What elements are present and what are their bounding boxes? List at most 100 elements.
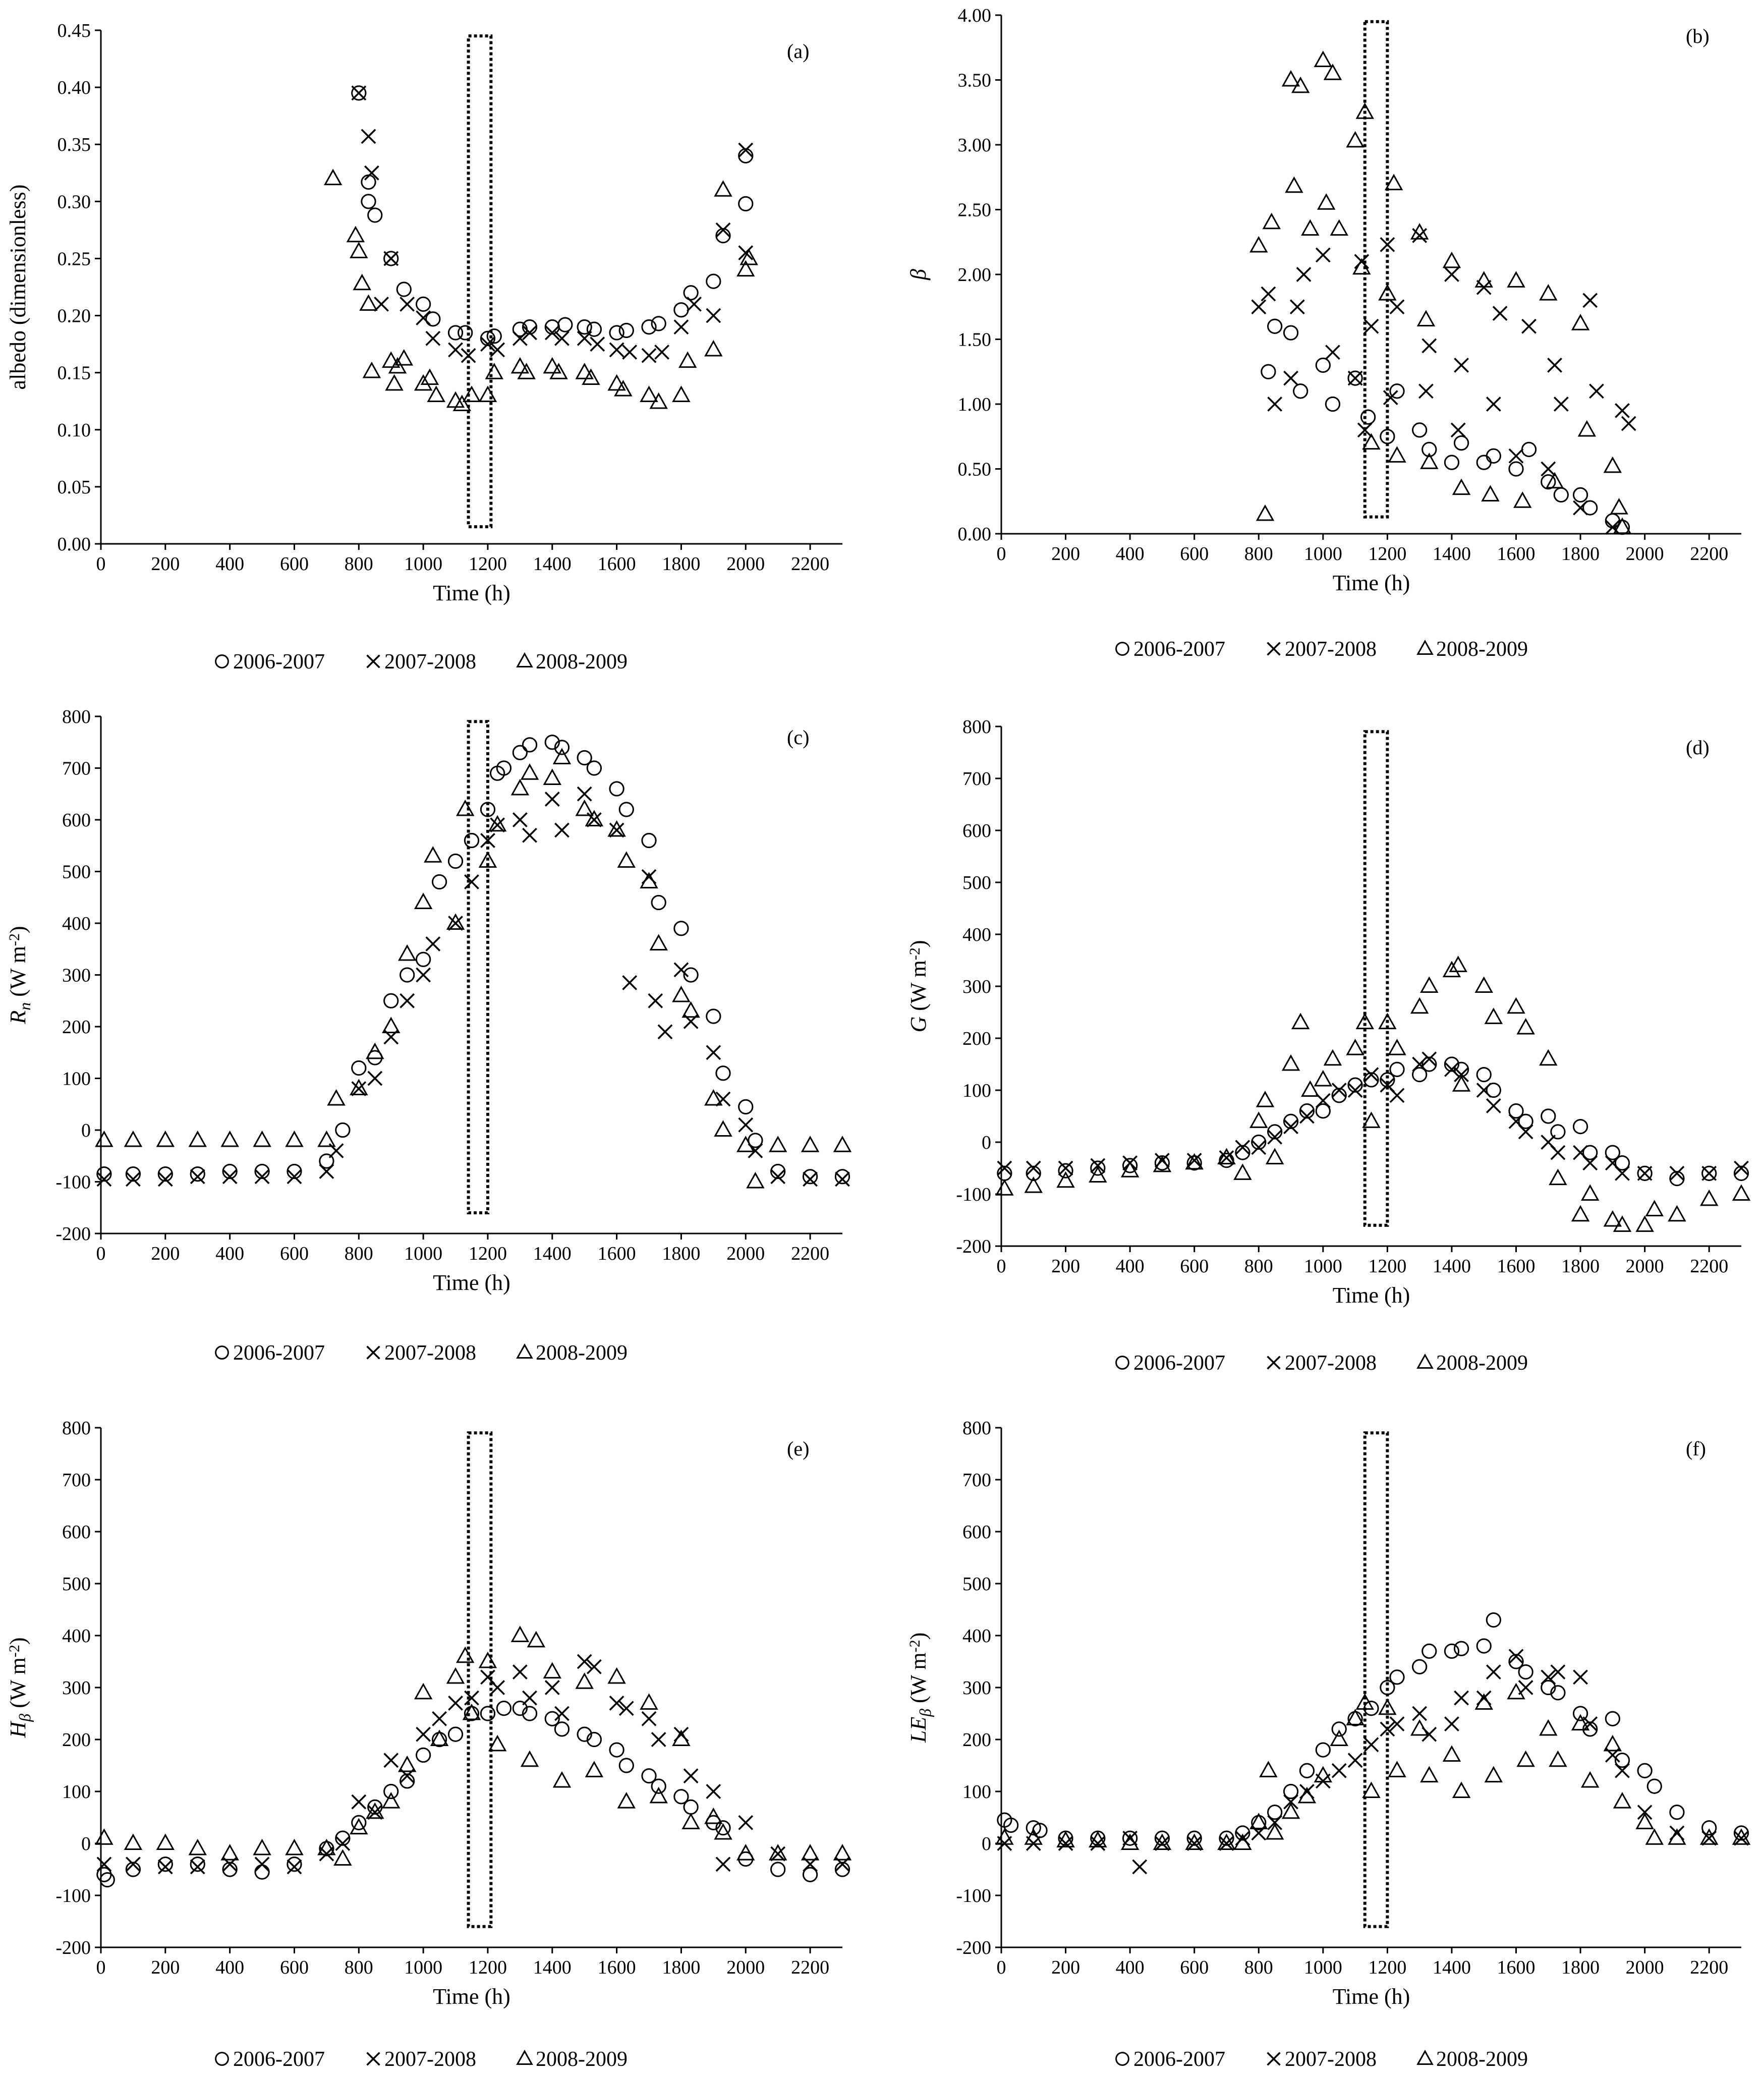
data-point (488, 1734, 507, 1752)
data-point (1299, 1763, 1315, 1778)
data-point (609, 325, 624, 341)
data-point (512, 745, 528, 760)
data-point (1486, 1098, 1501, 1113)
y-tick-label: 600 (962, 820, 991, 841)
data-point (715, 1091, 731, 1107)
data-point (1357, 422, 1373, 438)
data-point (687, 297, 702, 312)
data-point (1056, 1171, 1075, 1188)
x-tick-label: 1200 (469, 1957, 507, 1978)
data-point (415, 951, 431, 967)
y-axis-label: β (906, 269, 931, 280)
data-point (1733, 1165, 1749, 1181)
data-point (254, 1857, 270, 1872)
data-point (736, 1844, 755, 1861)
data-point (510, 778, 530, 796)
data-point (285, 1838, 304, 1856)
data-point (1360, 409, 1376, 425)
y-tick-label: 600 (62, 810, 91, 831)
data-point (1251, 1140, 1267, 1155)
x-tick-label: 600 (280, 1957, 309, 1978)
series-2008-2009 (1249, 50, 1632, 534)
panel-label: (f) (1686, 1437, 1706, 1460)
data-point (447, 325, 464, 341)
data-point (1388, 1761, 1406, 1777)
data-point (1699, 1828, 1719, 1845)
data-point (543, 357, 562, 374)
data-point (801, 1844, 820, 1861)
data-point (1486, 1664, 1501, 1679)
legend: 2006-2007 2007-2008 2008-2009 (215, 1341, 628, 1365)
data-point (1412, 1056, 1428, 1072)
legend-marker-triangle (1416, 639, 1434, 655)
data-point (1550, 1685, 1566, 1701)
data-point (544, 325, 560, 341)
data-point (1645, 1828, 1664, 1845)
data-point (1589, 383, 1604, 399)
legend-marker-cross (366, 2052, 380, 2066)
data-point (1637, 1763, 1653, 1778)
data-point (1701, 1165, 1717, 1181)
data-point (253, 1130, 271, 1147)
data-point (1421, 1051, 1437, 1067)
data-point (1363, 1072, 1379, 1088)
data-point (1299, 1108, 1315, 1124)
y-tick-label: 3.50 (958, 70, 992, 91)
y-tick-label: 3.00 (958, 135, 992, 156)
y-tick-label: -100 (956, 1885, 991, 1906)
data-point (1669, 1805, 1685, 1820)
data-point (706, 1045, 721, 1060)
data-point (715, 222, 731, 238)
series-2008-2009 (995, 956, 1751, 1232)
data-point (1553, 397, 1569, 412)
data-point (585, 810, 604, 827)
data-point (350, 242, 368, 258)
x-tick-label: 0 (997, 1256, 1006, 1277)
data-point (1281, 70, 1300, 87)
data-point (124, 1833, 143, 1850)
legend: 2006-2007 2007-2008 2008-2009 (215, 2048, 628, 2071)
data-point (833, 1844, 852, 1861)
data-point (480, 1706, 496, 1721)
data-point (1573, 500, 1588, 516)
data-point (464, 832, 480, 849)
series-2007-2008 (351, 85, 754, 363)
data-point (1249, 236, 1268, 253)
y-tick-label: 800 (62, 1418, 91, 1439)
series-2007-2008 (96, 1654, 850, 1875)
data-point (801, 1136, 820, 1152)
data-point (1331, 1721, 1347, 1737)
data-point (704, 340, 723, 357)
data-point (1421, 441, 1437, 458)
data-point (522, 827, 537, 843)
data-point (1420, 1766, 1439, 1783)
data-point (586, 760, 602, 776)
legend-label: 2006-2007 (233, 650, 325, 674)
data-point (1235, 1825, 1250, 1841)
data-point (1484, 1007, 1503, 1024)
data-point (222, 1169, 238, 1185)
data-point (1256, 1091, 1275, 1107)
data-point (367, 1071, 383, 1086)
legend-label: 2007-2008 (1285, 638, 1377, 661)
data-point (464, 874, 479, 889)
y-axis-label: albedo (dimensionless) (6, 185, 30, 390)
data-point (1347, 370, 1363, 386)
y-tick-label: 100 (962, 1781, 991, 1803)
data-point (188, 1130, 207, 1147)
data-point (1454, 1690, 1469, 1706)
x-tick-label: 200 (1051, 1957, 1080, 1978)
data-point (486, 328, 502, 344)
data-point (1412, 1659, 1428, 1674)
x-axis-label: Time (h) (433, 1270, 510, 1295)
series-2008-2009 (95, 748, 852, 1189)
data-point (1346, 1709, 1364, 1725)
data-point (124, 1130, 143, 1147)
panel-label: (a) (787, 40, 809, 63)
data-point (366, 1802, 384, 1819)
data-point (1315, 247, 1331, 263)
y-axis-label: Hβ (W m-2) (6, 1638, 34, 1738)
x-tick-label: 1400 (1433, 543, 1471, 565)
data-point (1283, 1119, 1298, 1134)
data-point (157, 1171, 173, 1187)
